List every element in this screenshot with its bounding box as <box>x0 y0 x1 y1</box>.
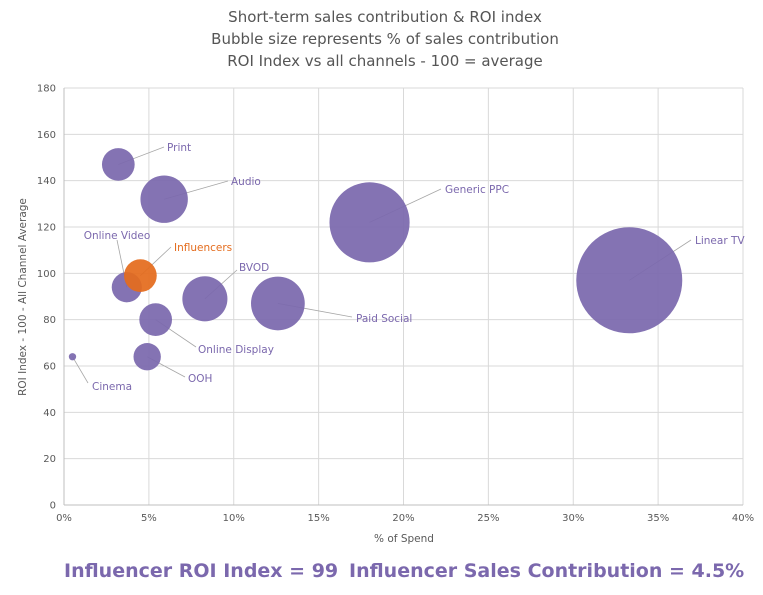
bubble-label-paid-social: Paid Social <box>356 313 412 325</box>
y-tick-label: 60 <box>43 362 56 373</box>
bubble-online-display <box>139 303 173 337</box>
bubble-audio <box>140 175 188 223</box>
title-line-2: Bubble size represents % of sales contri… <box>211 30 559 48</box>
influencer-roi-stat: Influencer ROI Index = 99 <box>64 560 339 582</box>
bubble-label-online-video: Online Video <box>84 230 151 242</box>
bubble-generic-ppc <box>329 182 410 263</box>
y-tick-label: 0 <box>50 501 56 512</box>
bubble-bvod <box>182 276 228 322</box>
influencer-contribution-stat: Influencer Sales Contribution = 4.5% <box>349 560 745 582</box>
bubble-label-print: Print <box>167 142 191 154</box>
bubble-label-bvod: BVOD <box>239 262 269 274</box>
y-tick-label: 80 <box>43 315 56 326</box>
y-tick-label: 40 <box>43 408 56 419</box>
bubble-label-linear-tv: Linear TV <box>695 235 745 247</box>
x-tick-label: 25% <box>477 513 499 524</box>
y-tick-label: 100 <box>37 269 56 280</box>
x-tick-label: 0% <box>56 513 72 524</box>
title-line-1: Short-term sales contribution & ROI inde… <box>228 8 542 26</box>
bubble-cinema <box>68 353 77 361</box>
x-tick-label: 10% <box>223 513 245 524</box>
bubble-paid-social <box>251 276 305 331</box>
x-tick-label: 20% <box>392 513 414 524</box>
x-tick-label: 40% <box>732 513 754 524</box>
bubble-linear-tv <box>576 227 683 334</box>
title-line-3: ROI Index vs all channels - 100 = averag… <box>227 52 543 70</box>
bubbles <box>68 148 683 371</box>
y-axis-title: ROI Index - 100 - All Channel Average <box>17 198 29 396</box>
y-tick-label: 180 <box>37 84 56 95</box>
x-axis-title: % of Spend <box>374 533 434 545</box>
bubble-label-generic-ppc: Generic PPC <box>445 184 509 196</box>
x-tick-label: 35% <box>647 513 669 524</box>
x-tick-label: 30% <box>562 513 584 524</box>
x-tick-label: 5% <box>141 513 157 524</box>
y-tick-label: 120 <box>37 223 56 234</box>
bubble-label-ooh: OOH <box>188 373 212 385</box>
bubble-labels: Print Audio Generic PPC Linear TV Online Vid… <box>84 142 746 393</box>
bubble-print <box>101 148 135 181</box>
y-tick-label: 20 <box>43 454 56 465</box>
bubble-ooh <box>133 343 161 371</box>
bubble-label-influencers: Influencers <box>174 242 232 254</box>
y-tick-label: 140 <box>37 176 56 187</box>
bubble-label-cinema: Cinema <box>92 381 132 393</box>
axes: 0 20 40 60 80 100 120 140 160 180 0% 5% 10% 15% 20% 25%… <box>37 84 754 525</box>
chart-title: Short-term sales contribution & ROI inde… <box>211 8 559 70</box>
leader-line-cinema <box>72 356 89 384</box>
bubble-label-online-display: Online Display <box>198 344 274 356</box>
bubble-influencers <box>124 259 157 293</box>
bubble-chart: Short-term sales contribution & ROI inde… <box>17 8 754 545</box>
bubble-label-audio: Audio <box>231 176 261 188</box>
x-tick-label: 15% <box>308 513 330 524</box>
y-tick-label: 160 <box>37 130 56 141</box>
